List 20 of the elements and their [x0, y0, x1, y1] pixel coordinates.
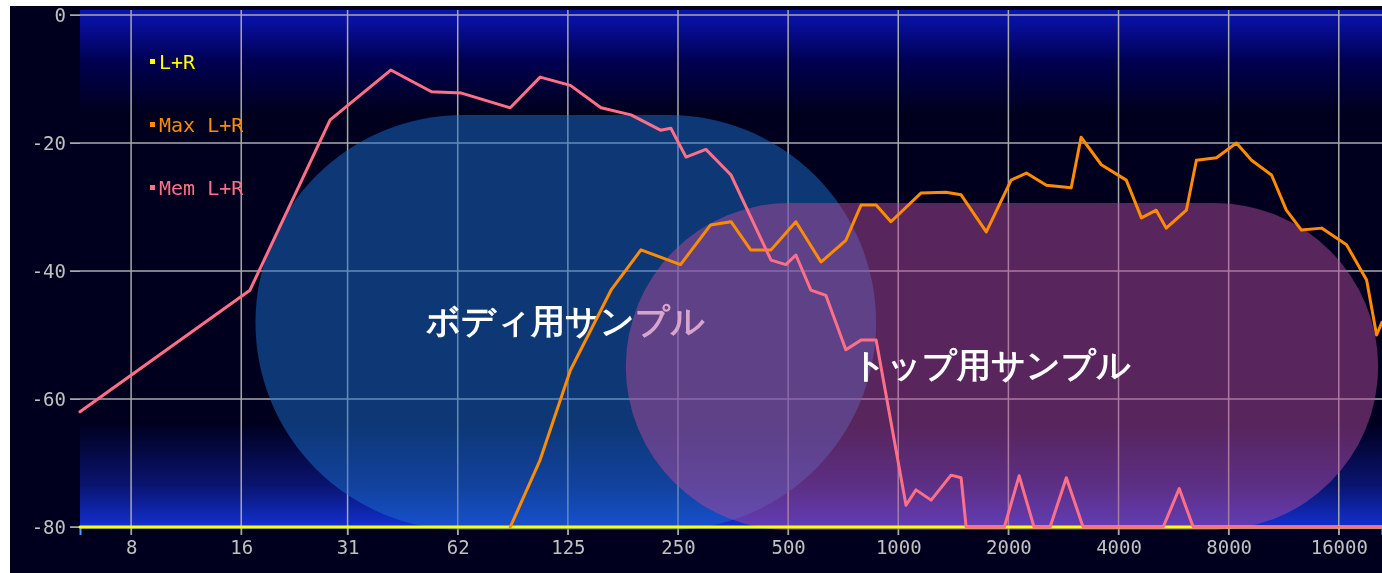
band-label: ボディ用サンプル	[426, 300, 706, 341]
x-tick-label: 16	[230, 536, 254, 559]
y-tick-label: -20	[31, 131, 66, 154]
x-tick-label: 8000	[1206, 536, 1253, 559]
x-tick-label: 31	[336, 536, 360, 559]
legend-label: L+R	[159, 50, 197, 74]
x-tick-label: 1000	[875, 536, 922, 559]
x-tick-label: 2000	[986, 536, 1032, 559]
y-tick-label: -60	[31, 387, 66, 410]
band-label: トップ用サンプル	[852, 344, 1132, 385]
x-tick-label: 250	[661, 536, 696, 559]
y-tick-label: -40	[31, 259, 66, 282]
y-tick-label: 0	[54, 3, 66, 26]
x-tick-label: 16000	[1310, 536, 1368, 559]
x-tick-label: 125	[551, 536, 586, 559]
x-tick-label: 8	[125, 536, 138, 559]
x-tick-label: 4000	[1096, 536, 1142, 559]
y-tick-label: -80	[31, 515, 66, 538]
x-tick-label: 62	[446, 536, 470, 559]
x-tick-label: 500	[771, 536, 806, 559]
